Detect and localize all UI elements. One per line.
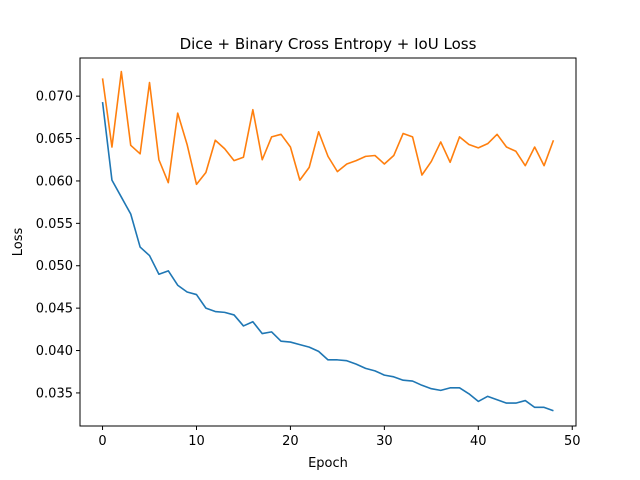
y-tick-label: 0.060 [36, 174, 73, 189]
chart-title: Dice + Binary Cross Entropy + IoU Loss [180, 35, 477, 53]
y-tick-label: 0.055 [36, 217, 73, 232]
x-axis-label: Epoch [308, 456, 348, 471]
x-tick-label: 20 [282, 434, 299, 449]
x-tick-label: 30 [376, 434, 393, 449]
y-tick-label: 0.040 [36, 344, 73, 359]
y-tick-label: 0.035 [36, 386, 73, 401]
series-line-1 [101, 101, 554, 412]
y-tick-label: 0.045 [36, 302, 73, 317]
x-axis-ticks: 0 10 20 30 40 50 [98, 426, 581, 449]
y-tick-label: 0.070 [36, 90, 73, 105]
y-axis-ticks: 0.035 0.040 0.045 0.050 0.055 0.060 0.065 0.070 [36, 90, 80, 401]
x-tick-label: 10 [188, 434, 205, 449]
x-tick-label: 0 [98, 434, 106, 449]
y-axis-label: Loss [11, 228, 26, 257]
series-layer [101, 70, 555, 412]
y-tick-label: 0.050 [36, 259, 73, 274]
x-tick-label: 50 [564, 434, 581, 449]
x-tick-label: 40 [470, 434, 487, 449]
series-line-2 [101, 70, 555, 186]
plot-area-frame [79, 57, 577, 427]
y-tick-label: 0.065 [36, 132, 73, 147]
